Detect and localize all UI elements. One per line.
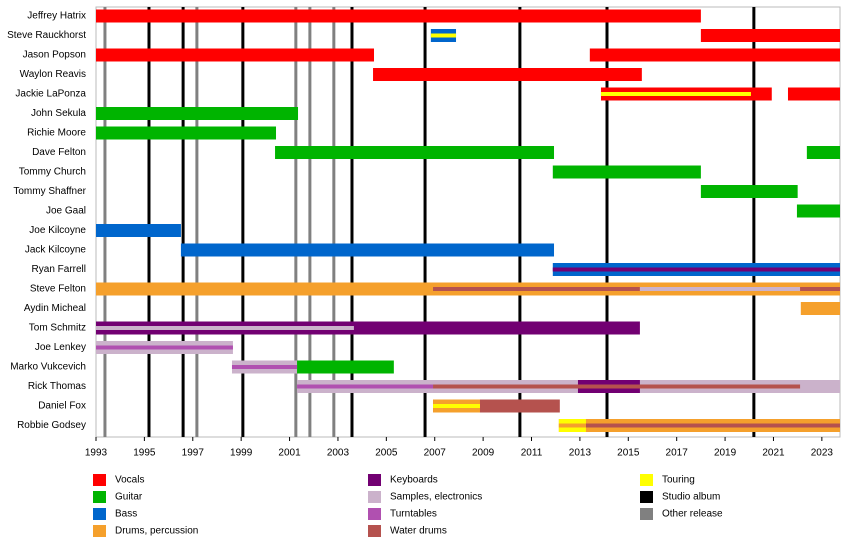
x-tick-label: 2019 (714, 448, 737, 459)
member-bar (552, 165, 701, 179)
role-strip (600, 92, 751, 96)
legend-swatch (368, 525, 381, 537)
role-strip (96, 326, 354, 330)
role-strip (585, 423, 840, 428)
role-strip (639, 287, 801, 291)
member-bar (275, 146, 555, 159)
x-tick-label: 2011 (521, 448, 543, 459)
member-bar (96, 224, 181, 237)
legend-label: Vocals (115, 475, 144, 486)
member-bar (796, 204, 840, 218)
member-bar (96, 321, 640, 335)
role-strip (558, 423, 586, 428)
legend-label: Water drums (390, 526, 447, 537)
member-label: Tommy Shaffner (13, 186, 86, 197)
role-strip (430, 33, 457, 38)
x-tick-label: 1995 (133, 448, 156, 459)
x-tick-label: 2021 (762, 448, 785, 459)
member-bar (96, 107, 299, 120)
member-bar (297, 360, 394, 374)
member-label: Tommy Church (19, 167, 86, 178)
member-label: Joe Lenkey (35, 342, 86, 353)
legend-label: Keyboards (390, 475, 438, 486)
legend-label: Turntables (390, 509, 437, 520)
member-label: Richie Moore (27, 128, 86, 139)
member-bar (373, 68, 642, 81)
member-label: Ryan Farrell (32, 264, 86, 275)
legend-label: Bass (115, 509, 137, 520)
member-label: Marko Vukcevich (10, 362, 86, 373)
member-label: Robbie Godsey (17, 420, 86, 431)
x-tick-label: 2023 (811, 448, 834, 459)
member-bar (589, 48, 840, 62)
member-label: Waylon Reavis (20, 69, 86, 80)
member-label: Aydin Micheal (24, 303, 86, 314)
member-label: John Sekula (31, 108, 86, 119)
x-tick-label: 2007 (424, 448, 447, 459)
member-label: Dave Felton (32, 147, 86, 158)
legend-swatch (368, 491, 381, 503)
member-label: Jack Kilcoyne (25, 245, 87, 256)
legend-label: Other release (662, 509, 723, 520)
role-strip (552, 267, 840, 272)
member-bar (800, 302, 840, 315)
member-label: Daniel Fox (38, 401, 86, 412)
member-bar (180, 243, 555, 257)
member-label: Steve Felton (30, 284, 86, 295)
member-bar (700, 29, 840, 42)
member-label: Jackie LaPonza (15, 89, 86, 100)
x-tick-label: 2003 (327, 448, 350, 459)
member-bar (96, 126, 277, 140)
member-label: Joe Kilcoyne (29, 225, 86, 236)
legend-swatch (93, 491, 106, 503)
member-bar (96, 9, 701, 23)
legend-label: Studio album (662, 492, 720, 503)
role-strip (297, 384, 434, 389)
x-tick-label: 2001 (278, 448, 301, 459)
member-label: Jason Popson (23, 50, 86, 61)
x-tick-label: 1993 (85, 448, 108, 459)
x-tick-label: 1997 (182, 448, 205, 459)
member-label: Jeffrey Hatrix (27, 11, 86, 22)
plot-frame (95, 6, 841, 438)
role-strip (231, 365, 298, 369)
role-strip (433, 404, 480, 408)
member-bar (806, 146, 840, 159)
member-label: Joe Gaal (46, 206, 86, 217)
member-bar (787, 87, 840, 101)
x-tick-label: 2009 (472, 448, 495, 459)
legend-swatch (368, 474, 381, 486)
member-bar (96, 48, 375, 62)
legend-swatch (640, 491, 653, 503)
legend-swatch (93, 474, 106, 486)
member-bar (700, 185, 798, 198)
x-tick-label: 2013 (569, 448, 592, 459)
role-strip (800, 287, 840, 291)
member-label: Steve Rauckhorst (7, 30, 86, 41)
x-tick-label: 1999 (230, 448, 253, 459)
role-strip (433, 287, 640, 291)
legend-swatch (93, 525, 106, 537)
x-tick-label: 2005 (375, 448, 398, 459)
x-tick-label: 2015 (617, 448, 640, 459)
role-strip (96, 345, 233, 350)
legend-swatch (640, 508, 653, 520)
legend-label: Drums, percussion (115, 526, 198, 537)
member-label: Rick Thomas (28, 381, 86, 392)
legend-label: Guitar (115, 492, 143, 503)
role-strip (433, 384, 801, 389)
member-label: Tom Schmitz (29, 323, 86, 334)
legend-label: Touring (662, 475, 695, 486)
legend-swatch (93, 508, 106, 520)
legend-swatch (368, 508, 381, 520)
legend-swatch (640, 474, 653, 486)
legend-label: Samples, electronics (390, 492, 482, 503)
x-tick-label: 2017 (666, 448, 689, 459)
